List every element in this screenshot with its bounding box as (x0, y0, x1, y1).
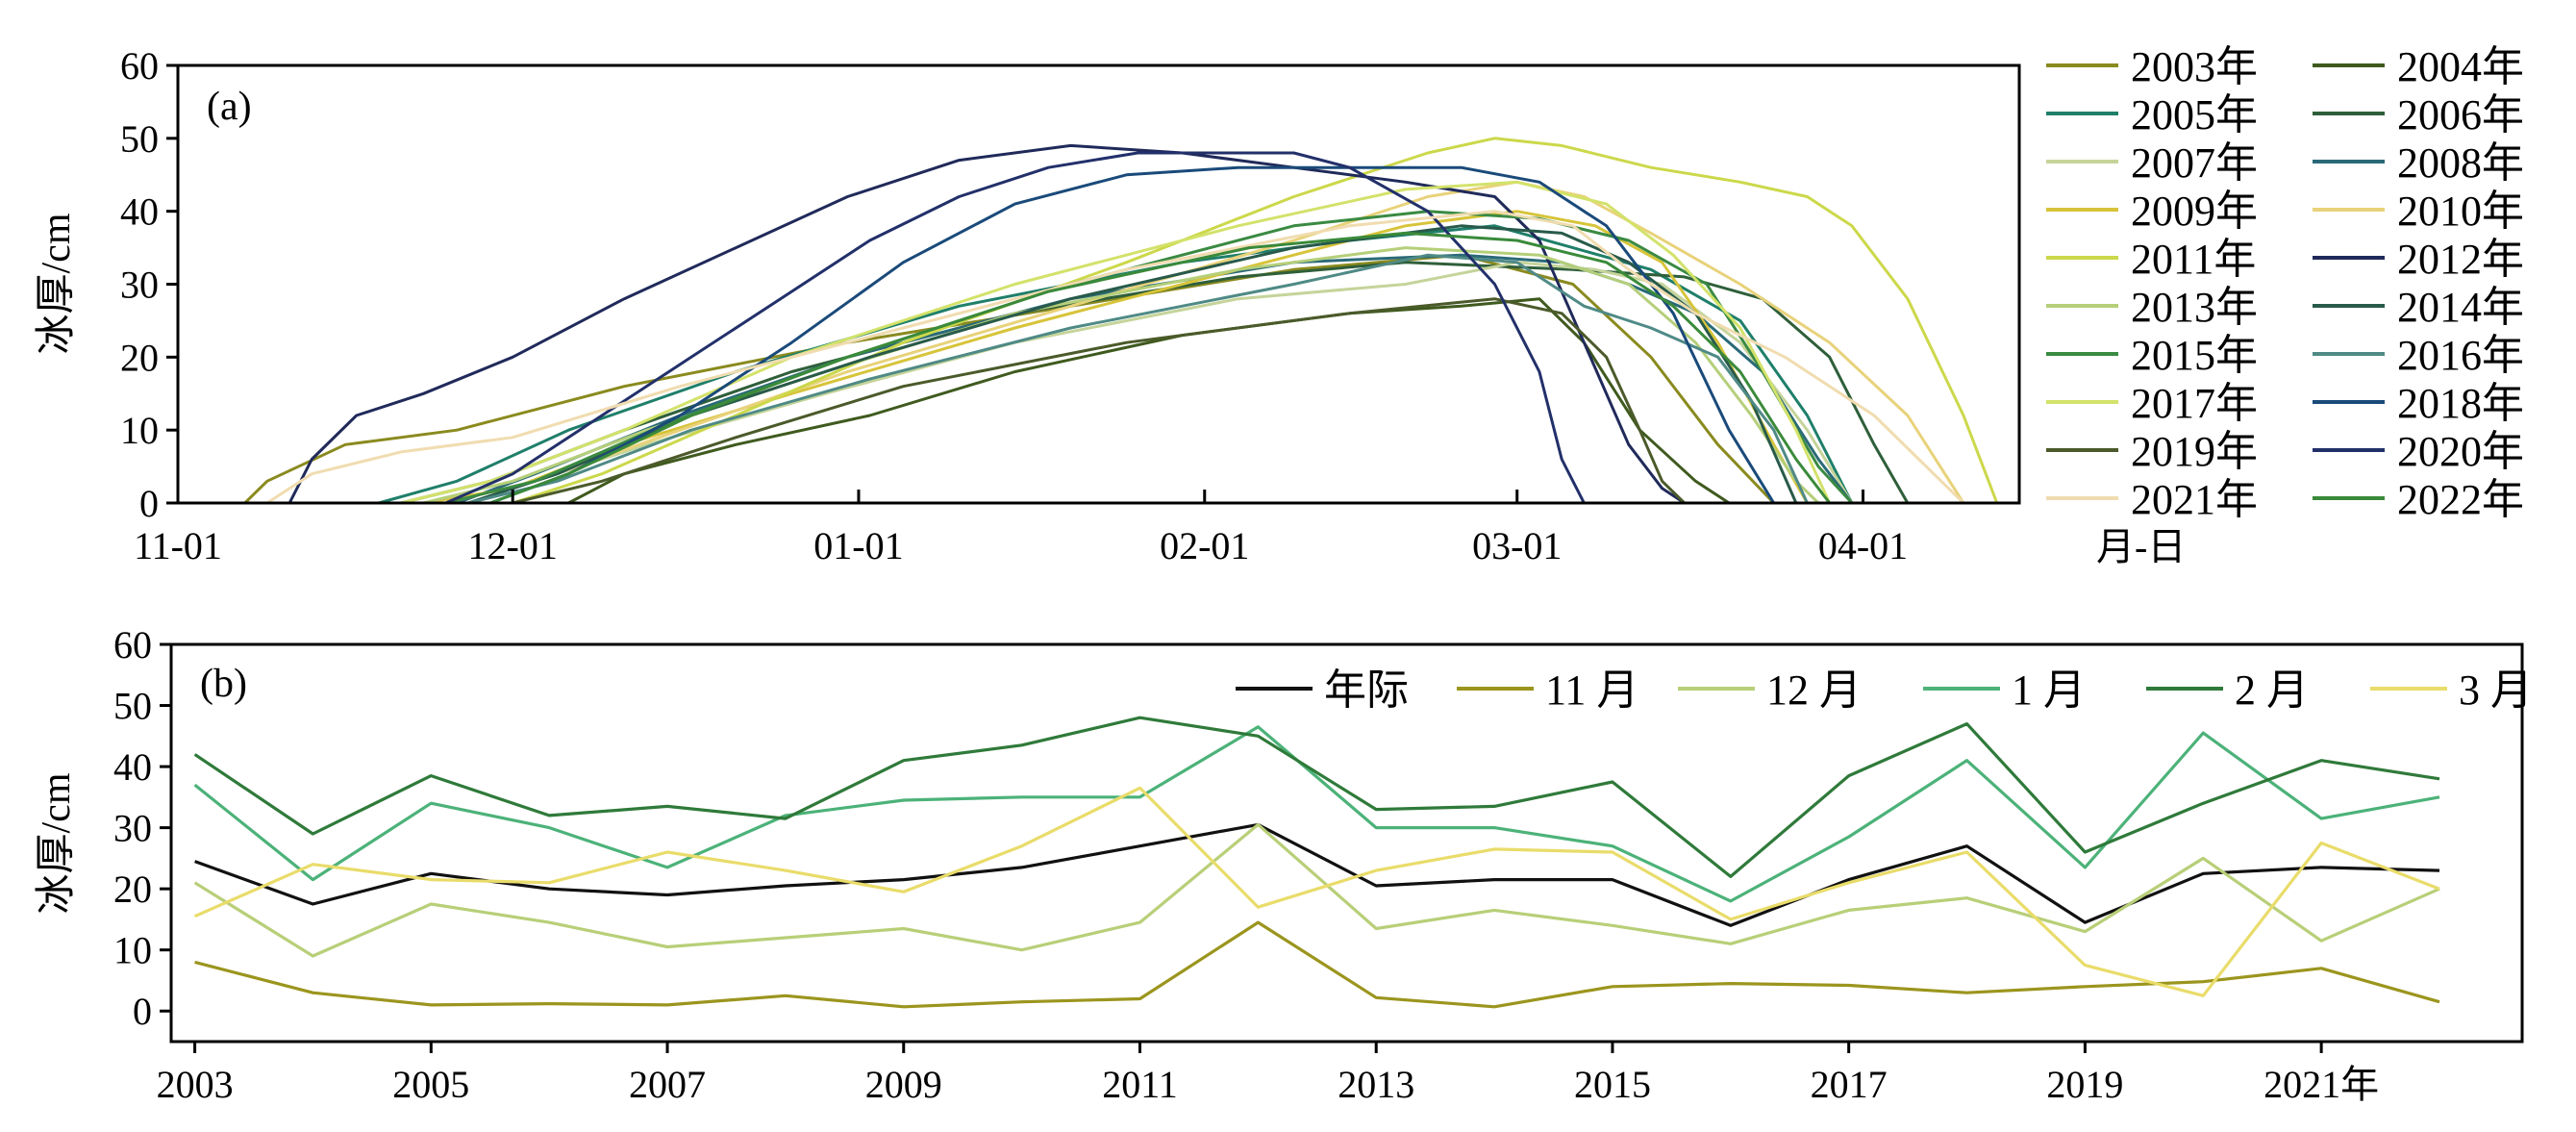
panel-a-line-2012 (288, 143, 1686, 505)
panel-b-xtick-label: 2015 (1574, 1063, 1651, 1106)
legend-a-label-2020: 2020年 (2397, 428, 2524, 475)
legend-a-label-2019: 2019年 (2131, 428, 2258, 475)
panel-b: 0 10 20 30 40 50 60 2003 2005 2007 2009 2011 2013 201… (35, 623, 2533, 1106)
panel-a-xtick-label: 01-01 (813, 524, 903, 567)
panel-a-ytick-label: 50 (120, 117, 159, 161)
legend-a-label-2008: 2008年 (2397, 139, 2524, 187)
legend-a-label-2012: 2012年 (2397, 236, 2524, 283)
panel-b-series-group (193, 716, 2440, 1009)
panel-a-ytick-label: 30 (120, 264, 159, 307)
panel-a-line-2007 (423, 261, 1854, 505)
panel-b-xtick-label: 2005 (392, 1063, 469, 1106)
panel-a-xtick-label: 12-01 (468, 524, 558, 567)
panel-b-xtick-label: 2017 (1811, 1063, 1888, 1106)
legend-a-label-2009: 2009年 (2131, 188, 2258, 235)
panel-a-line-2010 (445, 180, 1965, 505)
legend-a-label-2015: 2015年 (2131, 332, 2258, 379)
panel-b-ytick-label: 30 (113, 807, 152, 850)
panel-b-xtick-label: 2007 (629, 1063, 706, 1106)
legend-b-label-annual: 年际 (1324, 667, 1409, 714)
panel-b-line-annual (194, 822, 2440, 927)
panel-a-x-unit-label: 月-日 (2096, 525, 2186, 568)
panel-a-ytick-label: 20 (120, 336, 159, 379)
panel-a-ytick-label: 40 (120, 190, 159, 234)
legend-a-label-2014: 2014年 (2397, 284, 2524, 331)
legend-a-label-2007: 2007年 (2131, 139, 2258, 187)
panel-a-line-2017 (400, 180, 1832, 505)
panel-a-ytick-label: 0 (139, 482, 159, 525)
panel-a: 0 10 20 30 40 50 60 11-01 12-01 01-01 02-01 03-01 04… (35, 43, 2524, 568)
panel-a-line-2020 (444, 151, 1586, 505)
legend-b-label-mar: 3 月 (2459, 667, 2533, 714)
panel-b-line-feb (193, 716, 2440, 879)
panel-a-tag: (a) (207, 85, 252, 129)
panel-a-y-axis-label: 冰厚/cm (35, 213, 79, 354)
panel-a-line-2019 (512, 297, 1686, 505)
panel-b-ytick-label: 10 (113, 929, 152, 972)
panel-a-ytick-label: 10 (120, 409, 159, 452)
panel-b-line-jan (193, 725, 2440, 903)
panel-a-series-group (243, 137, 1999, 505)
panel-b-axis-ticks: 0 10 20 30 40 50 60 2003 2005 2007 2009 2011 2013 201… (113, 623, 2379, 1106)
legend-a-label-2003: 2003年 (2131, 43, 2258, 90)
panel-b-ytick-label: 40 (113, 745, 152, 789)
panel-b-ytick-label: 0 (133, 990, 152, 1033)
legend-a-label-2010: 2010年 (2397, 188, 2524, 235)
panel-a-line-2022 (489, 231, 1831, 505)
legend-b-label-dec: 12 月 (1766, 667, 1862, 714)
panel-b-xtick-label: 2021年 (2263, 1063, 2379, 1106)
panel-b-ytick-label: 60 (113, 623, 152, 667)
panel-b-tag: (b) (200, 662, 247, 706)
legend-a-label-2004: 2004年 (2397, 43, 2524, 90)
panel-b-xtick-label: 2013 (1338, 1063, 1414, 1106)
panel-b-ytick-label: 50 (113, 685, 152, 728)
panel-b-xtick-label: 2011 (1102, 1063, 1178, 1106)
legend-a-label-2006: 2006年 (2397, 91, 2524, 138)
panel-b-frame (169, 642, 2524, 1044)
panel-a-line-2016 (467, 253, 1809, 505)
panel-a-line-2021 (265, 210, 1965, 505)
legend-b-label-nov: 11 月 (1545, 667, 1638, 714)
legend-a-label-2016: 2016年 (2397, 332, 2524, 379)
panel-a-xtick-label: 04-01 (1818, 524, 1908, 567)
panel-b-legend: 年际 11 月 12 月 1 月 2 月 3 月 (1236, 667, 2533, 714)
panel-b-ytick-label: 20 (113, 868, 152, 911)
panel-b-line-mar (193, 786, 2440, 997)
legend-a-label-2017: 2017年 (2131, 380, 2258, 427)
legend-a-label-2021: 2021年 (2131, 476, 2258, 523)
panel-a-axis-ticks: 0 10 20 30 40 50 60 11-01 12-01 01-01 02-01 03-01 04… (120, 44, 1908, 567)
panel-b-xtick-label: 2019 (2046, 1063, 2123, 1106)
panel-a-ytick-label: 60 (120, 44, 159, 88)
legend-b-label-jan: 1 月 (2012, 667, 2086, 714)
panel-b-line-nov (194, 920, 2440, 1009)
panel-a-xtick-label: 02-01 (1160, 524, 1249, 567)
panel-b-xtick-label: 2003 (157, 1063, 234, 1106)
legend-a-label-2005: 2005年 (2131, 91, 2258, 138)
panel-b-y-axis-label: 冰厚/cm (35, 772, 79, 914)
legend-a-label-2022: 2022年 (2397, 476, 2524, 523)
panel-a-line-2011 (512, 137, 1999, 505)
panel-b-xtick-label: 2009 (865, 1063, 942, 1106)
legend-b-label-feb: 2 月 (2235, 667, 2309, 714)
legend-a-label-2018: 2018年 (2397, 380, 2524, 427)
panel-a-xtick-label: 03-01 (1472, 524, 1562, 567)
panel-b-line-dec (193, 822, 2440, 958)
panel-a-legend: 2003年 2004年 2005年 2006年 2007年 2008年 2009年 2010年… (2046, 43, 2524, 523)
panel-a-line-2013 (422, 246, 1820, 505)
legend-a-label-2011: 2011年 (2131, 236, 2256, 283)
legend-a-label-2013: 2013年 (2131, 284, 2258, 331)
panel-a-xtick-label: 11-01 (134, 524, 222, 567)
